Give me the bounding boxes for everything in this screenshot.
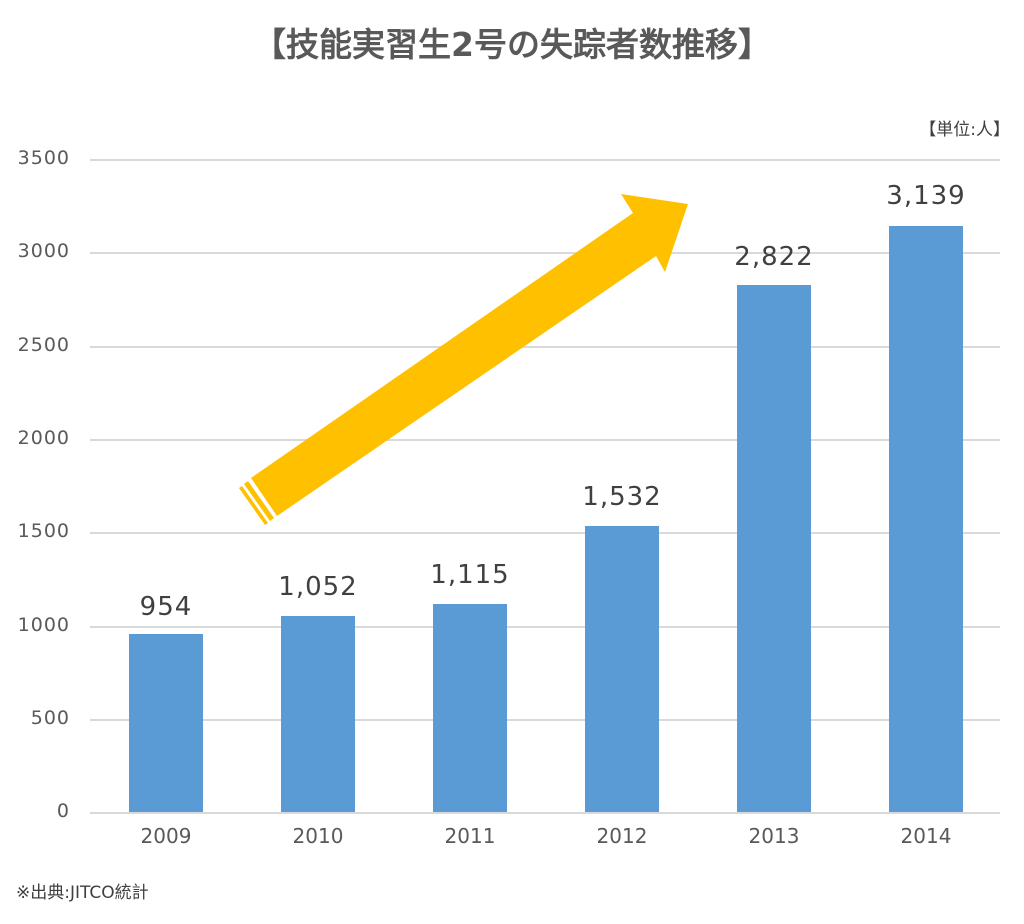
unit-label: 【単位:人】 bbox=[919, 120, 1010, 140]
y-tick: 1500 bbox=[17, 520, 70, 542]
bar-2011 bbox=[433, 604, 507, 812]
bar-value-label: 1,052 bbox=[278, 572, 358, 602]
bar-2010 bbox=[281, 616, 355, 812]
y-tick: 2500 bbox=[17, 334, 70, 356]
bar-value-label: 1,532 bbox=[582, 482, 662, 512]
bar-2013 bbox=[737, 285, 811, 812]
y-tick: 0 bbox=[56, 800, 70, 822]
x-axis-line bbox=[90, 812, 1000, 814]
x-tick: 2009 bbox=[140, 824, 192, 848]
gridline-3500 bbox=[90, 159, 1000, 161]
bar-2014 bbox=[889, 226, 963, 812]
gridline-3000 bbox=[90, 252, 1000, 254]
bar-2009 bbox=[129, 634, 203, 812]
x-tick: 2014 bbox=[900, 824, 952, 848]
bar-value-label: 1,115 bbox=[430, 560, 510, 590]
gridline-1500 bbox=[90, 532, 1000, 534]
y-tick: 3500 bbox=[17, 147, 70, 169]
gridline-2000 bbox=[90, 439, 1000, 441]
bar-value-label: 954 bbox=[139, 592, 193, 622]
gridline-2500 bbox=[90, 346, 1000, 348]
bar-value-label: 3,139 bbox=[886, 181, 966, 211]
y-tick: 500 bbox=[30, 707, 70, 729]
bar-2012 bbox=[585, 526, 659, 812]
y-tick: 2000 bbox=[17, 427, 70, 449]
x-tick: 2011 bbox=[444, 824, 496, 848]
bar-value-label: 2,822 bbox=[734, 242, 814, 272]
y-tick: 1000 bbox=[17, 614, 70, 636]
chart-title: 【技能実習生2号の失踪者数推移】 bbox=[253, 25, 771, 64]
gridline-1000 bbox=[90, 626, 1000, 628]
x-tick: 2013 bbox=[748, 824, 800, 848]
x-tick: 2012 bbox=[596, 824, 648, 848]
gridline-500 bbox=[90, 719, 1000, 721]
x-tick: 2010 bbox=[292, 824, 344, 848]
y-tick: 3000 bbox=[17, 240, 70, 262]
source-note: ※出典:JITCO統計 bbox=[16, 883, 149, 903]
